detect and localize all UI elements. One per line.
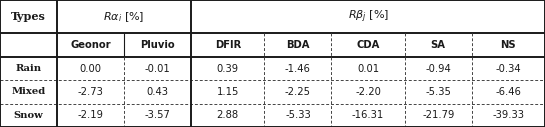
Text: -1.46: -1.46 xyxy=(285,64,311,74)
Text: Types: Types xyxy=(11,11,46,22)
Text: Mixed: Mixed xyxy=(11,87,46,96)
Text: Rain: Rain xyxy=(15,64,41,73)
Text: -5.35: -5.35 xyxy=(425,87,451,97)
Text: -2.73: -2.73 xyxy=(78,87,104,97)
Text: Snow: Snow xyxy=(14,111,44,120)
Text: BDA: BDA xyxy=(286,40,310,50)
Text: CDA: CDA xyxy=(356,40,380,50)
Text: SA: SA xyxy=(431,40,446,50)
Text: -2.19: -2.19 xyxy=(77,110,104,120)
Text: -3.57: -3.57 xyxy=(145,110,171,120)
Text: -6.46: -6.46 xyxy=(495,87,522,97)
Text: DFIR: DFIR xyxy=(215,40,241,50)
Text: 2.88: 2.88 xyxy=(217,110,239,120)
Text: -16.31: -16.31 xyxy=(352,110,384,120)
Text: 1.15: 1.15 xyxy=(216,87,239,97)
Text: 0.43: 0.43 xyxy=(147,87,168,97)
Text: 0.39: 0.39 xyxy=(217,64,239,74)
Text: -2.25: -2.25 xyxy=(285,87,311,97)
Text: $R\alpha_i$ [%]: $R\alpha_i$ [%] xyxy=(104,10,145,24)
Text: 0.01: 0.01 xyxy=(357,64,379,74)
Text: -0.94: -0.94 xyxy=(425,64,451,74)
Text: Pluvio: Pluvio xyxy=(141,40,175,50)
Text: -5.33: -5.33 xyxy=(285,110,311,120)
Text: NS: NS xyxy=(500,40,516,50)
Text: 0.00: 0.00 xyxy=(80,64,101,74)
Text: -2.20: -2.20 xyxy=(355,87,381,97)
Text: Geonor: Geonor xyxy=(70,40,111,50)
Text: -39.33: -39.33 xyxy=(492,110,524,120)
Text: -0.34: -0.34 xyxy=(495,64,521,74)
Text: $R\beta_j$ [%]: $R\beta_j$ [%] xyxy=(348,9,389,25)
Text: -21.79: -21.79 xyxy=(422,110,455,120)
Text: -0.01: -0.01 xyxy=(145,64,171,74)
